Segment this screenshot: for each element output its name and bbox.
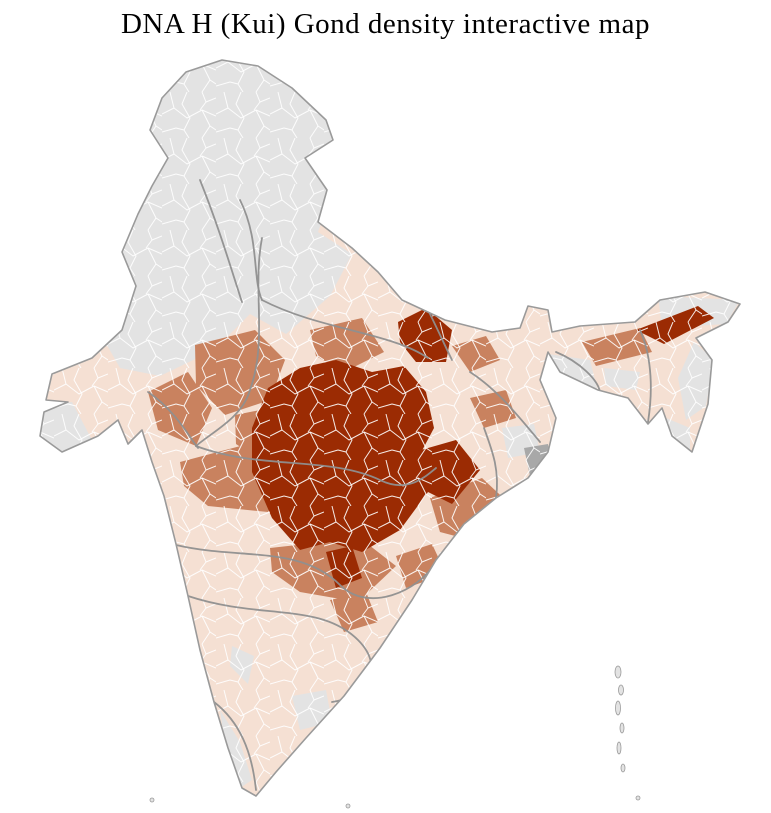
minor-islands: [149, 795, 641, 809]
andaman-nicobar-islands[interactable]: [614, 665, 626, 773]
map-title: DNA H (Kui) Gond density interactive map: [120, 8, 650, 40]
india-outline: [39, 59, 741, 797]
